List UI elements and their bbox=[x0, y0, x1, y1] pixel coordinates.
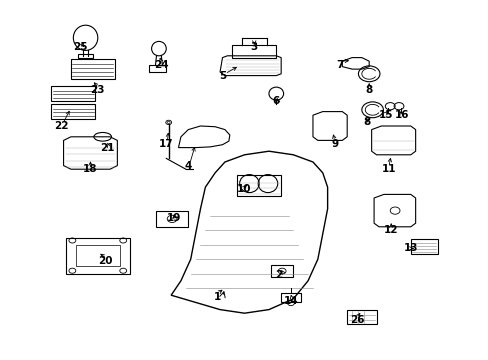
Text: 22: 22 bbox=[54, 121, 68, 131]
Text: 19: 19 bbox=[166, 213, 181, 223]
Text: 11: 11 bbox=[381, 164, 395, 174]
Text: 5: 5 bbox=[219, 71, 225, 81]
Bar bbox=[346, 310, 376, 324]
Bar bbox=[76, 245, 120, 266]
Text: 4: 4 bbox=[184, 161, 192, 171]
Text: 14: 14 bbox=[283, 296, 298, 306]
Bar bbox=[271, 265, 293, 277]
Text: 20: 20 bbox=[98, 256, 112, 266]
Text: 8: 8 bbox=[363, 117, 369, 127]
Bar bbox=[66, 238, 129, 274]
Text: 1: 1 bbox=[214, 292, 221, 302]
Text: 15: 15 bbox=[378, 110, 393, 120]
Text: 24: 24 bbox=[154, 60, 168, 70]
Text: 16: 16 bbox=[394, 110, 408, 120]
Text: 25: 25 bbox=[73, 42, 88, 52]
Bar bbox=[51, 86, 95, 101]
Text: 6: 6 bbox=[272, 96, 279, 106]
Text: 9: 9 bbox=[331, 139, 338, 149]
Text: 10: 10 bbox=[237, 184, 251, 194]
Bar bbox=[237, 175, 281, 196]
Bar bbox=[71, 59, 115, 79]
Text: 7: 7 bbox=[335, 60, 343, 70]
Bar bbox=[78, 54, 93, 58]
Text: 18: 18 bbox=[83, 164, 98, 174]
Text: 12: 12 bbox=[383, 225, 398, 235]
Text: 23: 23 bbox=[90, 85, 105, 95]
Text: 17: 17 bbox=[159, 139, 173, 149]
Bar bbox=[410, 239, 437, 254]
Bar bbox=[51, 104, 95, 119]
Text: 26: 26 bbox=[349, 315, 364, 325]
Text: 8: 8 bbox=[365, 85, 372, 95]
Text: 3: 3 bbox=[250, 42, 257, 52]
Text: 2: 2 bbox=[275, 270, 282, 280]
Bar bbox=[149, 65, 166, 72]
Bar bbox=[232, 45, 276, 58]
Text: 21: 21 bbox=[100, 143, 115, 153]
Bar bbox=[156, 211, 188, 227]
Text: 13: 13 bbox=[403, 243, 417, 253]
Bar bbox=[281, 293, 300, 302]
